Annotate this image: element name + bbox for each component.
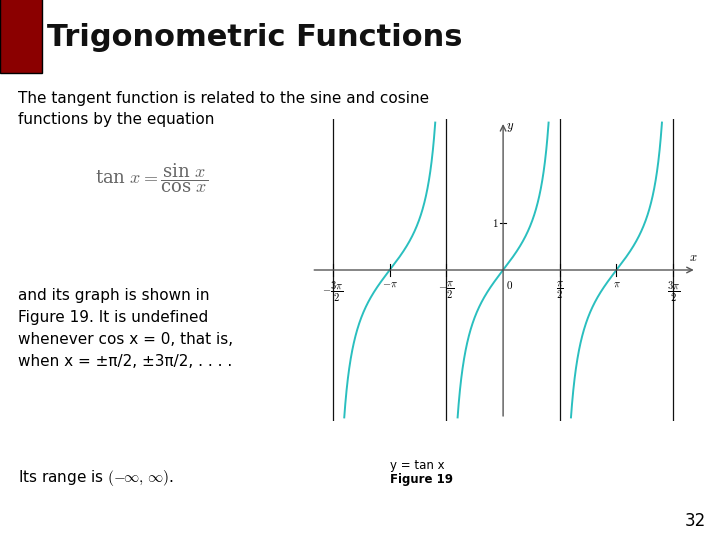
Text: Its range is $(-\!\infty,\,\infty)$.: Its range is $(-\!\infty,\,\infty)$. <box>18 468 174 488</box>
Text: y = tan x: y = tan x <box>390 459 445 472</box>
Text: The tangent function is related to the sine and cosine
functions by the equation: The tangent function is related to the s… <box>18 91 429 127</box>
Text: $x$: $x$ <box>689 251 698 264</box>
Text: Trigonometric Functions: Trigonometric Functions <box>47 23 462 52</box>
Text: $\dfrac{\pi}{2}$: $\dfrac{\pi}{2}$ <box>556 280 564 301</box>
Text: $y$: $y$ <box>505 121 514 134</box>
FancyBboxPatch shape <box>0 0 42 73</box>
Text: $-\pi$: $-\pi$ <box>382 280 397 289</box>
Text: $\mathregular{tan}\ x = \dfrac{\mathregular{sin}\ x}{\mathregular{cos}\ x}$: $\mathregular{tan}\ x = \dfrac{\mathregu… <box>95 161 208 195</box>
Text: $\pi$: $\pi$ <box>613 280 621 289</box>
Text: $-\dfrac{3\pi}{2}$: $-\dfrac{3\pi}{2}$ <box>323 280 343 303</box>
Text: $1$: $1$ <box>492 217 499 229</box>
Text: and its graph is shown in
Figure 19. It is undefined
whenever cos x = 0, that is: and its graph is shown in Figure 19. It … <box>18 288 233 369</box>
Text: $-\dfrac{\pi}{2}$: $-\dfrac{\pi}{2}$ <box>438 280 454 301</box>
Text: 32: 32 <box>685 512 706 530</box>
Text: Figure 19: Figure 19 <box>390 473 453 486</box>
Text: $0$: $0$ <box>505 280 513 292</box>
Text: $\dfrac{3\pi}{2}$: $\dfrac{3\pi}{2}$ <box>667 280 680 303</box>
